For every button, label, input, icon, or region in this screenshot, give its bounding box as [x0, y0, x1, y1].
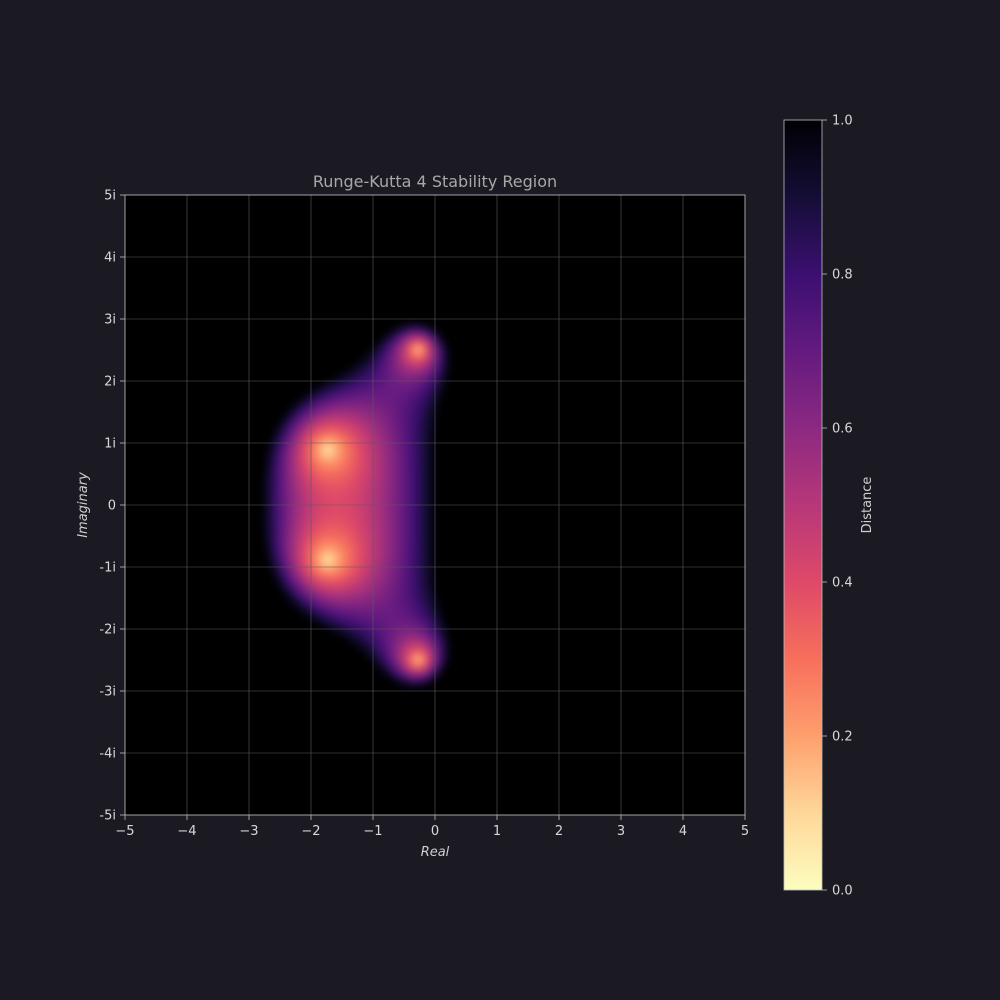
x-tick-label: −1: [363, 824, 382, 839]
x-tick-label: −3: [239, 824, 258, 839]
y-tick-label: 5i: [104, 189, 116, 204]
x-tick-label: 1: [493, 824, 501, 839]
x-tick-label: 3: [617, 824, 625, 839]
colorbar-tick-label: 0.8: [832, 268, 853, 283]
chart-title: Runge-Kutta 4 Stability Region: [313, 172, 557, 191]
x-axis: −5 −4 −3 −2 −1 0 1 2 3 4 5: [115, 815, 749, 839]
y-axis: 5i 4i 3i 2i 1i 0 -1i -2i -3i -4i -5i: [99, 189, 125, 824]
colorbar-ticks: 0.0 0.2 0.4 0.6 0.8 1.0: [822, 114, 853, 899]
x-tick-label: 5: [741, 824, 749, 839]
colorbar-label: Distance: [860, 477, 875, 534]
x-tick-label: −5: [115, 824, 134, 839]
colorbar-tick-label: 0.6: [832, 422, 853, 437]
y-tick-label: -4i: [99, 747, 116, 762]
y-axis-label: Imaginary: [76, 472, 91, 538]
colorbar-tick-label: 0.4: [832, 576, 853, 591]
colorbar-tick-label: 0.2: [832, 730, 853, 745]
y-tick-label: 1i: [104, 437, 116, 452]
colorbar: [783, 119, 823, 891]
x-tick-label: −2: [301, 824, 320, 839]
x-tick-label: 0: [431, 824, 439, 839]
y-tick-label: -2i: [99, 623, 116, 638]
colorbar-tick-label: 1.0: [832, 114, 853, 129]
y-tick-label: -3i: [99, 685, 116, 700]
x-tick-label: −4: [177, 824, 196, 839]
y-tick-label: 0: [108, 499, 116, 514]
x-tick-label: 4: [679, 824, 687, 839]
y-tick-label: 2i: [104, 375, 116, 390]
x-tick-label: 2: [555, 824, 563, 839]
y-tick-label: -1i: [99, 561, 116, 576]
y-tick-label: 4i: [104, 251, 116, 266]
y-tick-label: -5i: [99, 809, 116, 824]
colorbar-tick-label: 0.0: [832, 884, 853, 899]
y-tick-label: 3i: [104, 313, 116, 328]
x-axis-label: Real: [421, 845, 450, 860]
